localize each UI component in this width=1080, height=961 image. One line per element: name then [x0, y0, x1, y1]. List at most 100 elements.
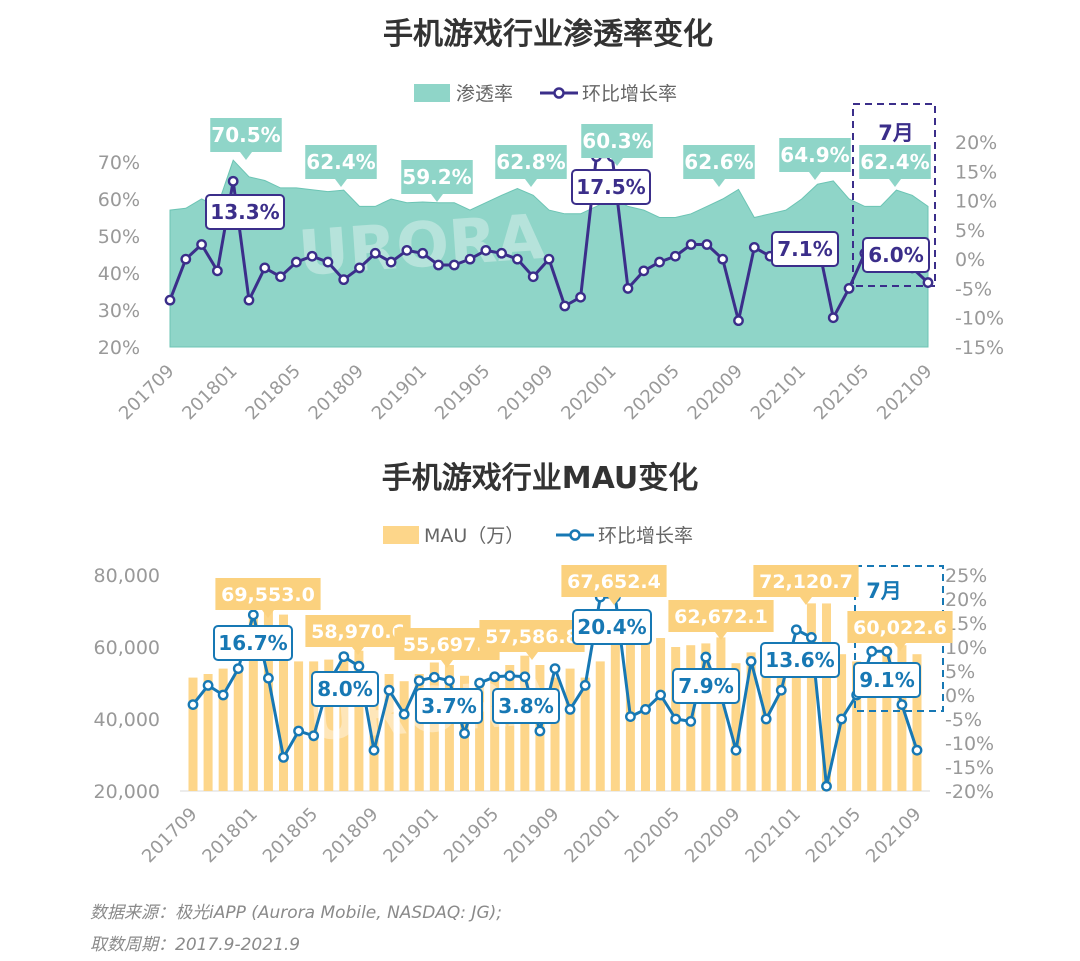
- y-right-tick-label: -10%: [955, 308, 1004, 330]
- growth-point: [464, 253, 476, 265]
- growth-point: [306, 250, 318, 262]
- x-tick-label: 202005: [620, 361, 683, 424]
- legend-bar-swatch: [383, 526, 419, 544]
- mau-value-label-pointer: [262, 610, 274, 618]
- growth-value-label-2-bg: [311, 671, 379, 707]
- growth-value-label-2-bg: [572, 609, 652, 645]
- growth-point: [496, 247, 508, 259]
- growth-point-2: [368, 744, 380, 756]
- growth-point-2: [685, 716, 697, 727]
- growth-point-2: [790, 624, 802, 636]
- y-right-tick-label-2: 15%: [945, 613, 987, 635]
- x-tick-label: 201801: [178, 361, 241, 424]
- y-left-tick-label: 30%: [98, 300, 140, 322]
- penetration-value-label-pointer: [611, 158, 623, 166]
- growth-point-2: [444, 675, 455, 686]
- growth-point-2: [308, 730, 320, 742]
- growth-value-label-2: 8.0%: [317, 677, 372, 701]
- mau-value-label: 60,022.6: [853, 617, 947, 639]
- mau-bar: [580, 677, 590, 791]
- penetration-value-label-bg: [581, 124, 653, 158]
- growth-value-label-2-bg: [492, 688, 560, 724]
- growth-point-2: [640, 704, 651, 715]
- growth-point-2: [670, 713, 682, 725]
- growth-point: [843, 283, 855, 294]
- mau-value-label-pointer: [608, 597, 620, 605]
- mau-bar: [882, 646, 892, 791]
- mau-bar: [897, 645, 907, 791]
- highlight-box-label: 7月: [878, 121, 914, 145]
- legend-line-marker: [553, 87, 565, 99]
- growth-point-2: [836, 713, 847, 725]
- growth-point: [685, 239, 697, 250]
- legend-growth-label-2: 环比增长率: [598, 525, 693, 547]
- penetration-value-label-pointer: [525, 179, 537, 187]
- growth-point-2: [911, 744, 923, 756]
- growth-point: [338, 274, 350, 286]
- y-right-tick-label-2: 0%: [945, 685, 975, 707]
- growth-value-label: 17.5%: [576, 175, 645, 199]
- mau-value-label-bg: [561, 565, 667, 597]
- mau-value-label-pointer: [526, 652, 538, 660]
- mau-bar: [354, 650, 364, 791]
- mau-bar: [339, 652, 349, 791]
- x-tick-label: 201709: [115, 361, 178, 424]
- growth-point-2: [489, 671, 501, 683]
- mau-value-label-bg: [305, 615, 411, 647]
- mau-value-label-pointer: [800, 597, 812, 605]
- growth-point-2: [655, 689, 666, 701]
- penetration-value-label-pointer: [431, 194, 443, 202]
- penetration-value-label-bg: [683, 145, 755, 179]
- penetration-value-label: 62.4%: [860, 150, 929, 174]
- penetration-value-label-bg: [859, 145, 931, 179]
- source-note: 数据来源：极光iAPP (Aurora Mobile, NASDAQ: JG);: [90, 903, 502, 923]
- mau-legend: MAU（万） 环比增长率: [383, 525, 693, 547]
- x-tick-label: 202101: [747, 361, 810, 424]
- growth-value-label-bg: [571, 169, 651, 205]
- penetration-x-axis-labels: 201709 201801 201805 201809 201901 201905 2019…: [115, 361, 936, 424]
- growth-point: [448, 259, 460, 271]
- growth-point-2: [730, 744, 742, 756]
- x-tick-label: 201905: [431, 361, 494, 424]
- growth-point-2: [459, 728, 470, 739]
- mau-bar: [656, 638, 666, 791]
- x-tick-label: 201805: [241, 361, 304, 424]
- growth-point: [717, 253, 729, 265]
- x-tick-label: 202105: [810, 361, 873, 424]
- mau-bar: [505, 665, 515, 791]
- penetration-value-label-pointer: [335, 179, 347, 187]
- mau-bar: [852, 661, 862, 791]
- mau-bar: [279, 614, 288, 791]
- x-tick-label: 202001: [557, 361, 620, 424]
- mau-bar: [188, 677, 198, 791]
- x-tick-label-2: 202105: [802, 804, 865, 867]
- growth-point: [211, 265, 223, 277]
- mau-bar: [309, 661, 319, 791]
- growth-point: [559, 300, 571, 312]
- x-tick-label-2: 201801: [198, 804, 261, 867]
- legend-growth-label: 环比增长率: [582, 83, 677, 105]
- growth-point: [196, 239, 207, 250]
- growth-point-2: [474, 677, 485, 689]
- growth-point: [543, 253, 555, 265]
- mau-bar: [263, 611, 273, 791]
- mau-chart-title: 手机游戏行业MAU变化: [382, 461, 699, 496]
- penetration-value-label: 64.9%: [780, 143, 849, 167]
- mau-bar: [399, 681, 409, 791]
- growth-point-2: [232, 663, 244, 674]
- growth-point-2: [187, 699, 199, 710]
- y-left-tick-label-2: 40,000: [94, 709, 160, 731]
- growth-point: [290, 256, 302, 268]
- highlight-box-label-2: 7月: [866, 579, 902, 603]
- penetration-area: [169, 159, 929, 348]
- growth-point-2: [821, 780, 832, 792]
- growth-point-2: [881, 645, 893, 657]
- x-tick-label-2: 201809: [319, 804, 382, 867]
- growth-value-label-2-bg: [853, 662, 921, 698]
- growth-point-2: [896, 699, 908, 710]
- growth-point-2: [338, 651, 350, 662]
- mau-bar: [384, 674, 394, 791]
- mau-bar: [475, 681, 485, 791]
- penetration-area-series: [169, 159, 929, 348]
